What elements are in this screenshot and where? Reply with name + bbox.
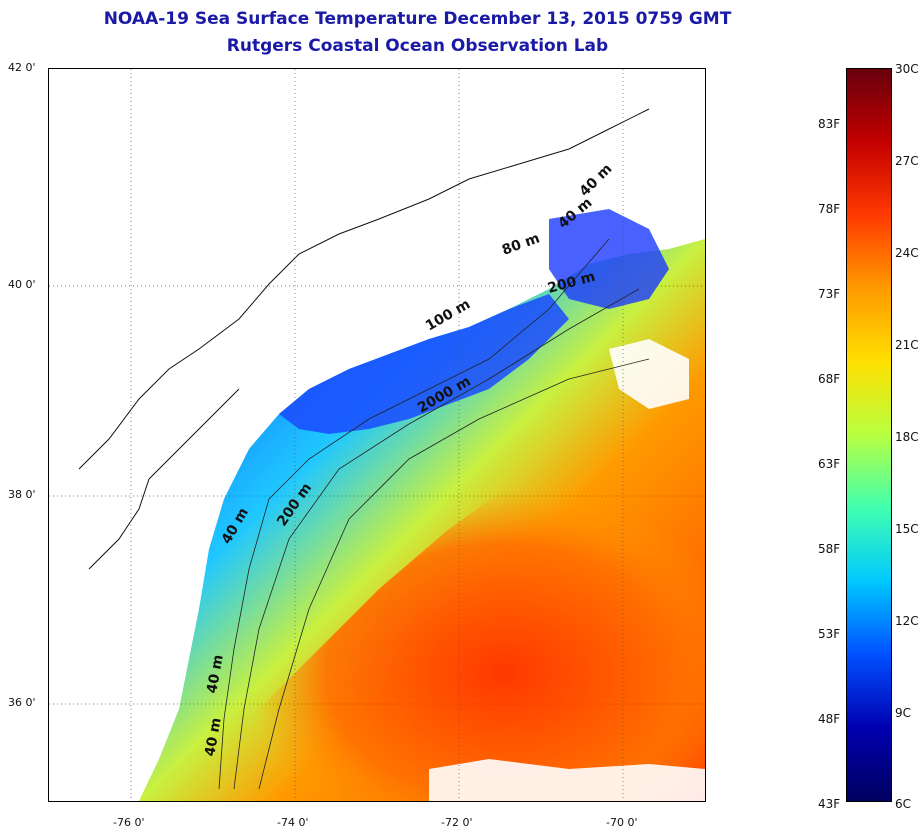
map-title: NOAA-19 Sea Surface Temperature December… xyxy=(103,9,732,29)
cbar-f-43: 43F xyxy=(818,797,841,811)
gulf-stream-warm-core xyxy=(199,434,705,801)
lat-label-42: 42 0' xyxy=(8,61,36,74)
cbar-c-30: 30C xyxy=(895,62,919,76)
contour-label-80m: 80 m xyxy=(500,230,542,258)
lat-label-40: 40 0' xyxy=(8,278,36,291)
cbar-c-9: 9C xyxy=(895,706,912,720)
shelf-cold-water xyxy=(279,294,569,434)
sst-map-canvas: 40 m 40 m 80 m 200 m 100 m 2000 m 200 m … xyxy=(49,69,705,801)
cbar-f-58: 58F xyxy=(818,542,841,556)
lat-label-38: 38 0' xyxy=(8,488,36,501)
cbar-c-12: 12C xyxy=(895,614,919,628)
cbar-c-15: 15C xyxy=(895,522,919,536)
lon-label-76: -76 0' xyxy=(113,816,145,829)
contour-label-40m-south: 40 m xyxy=(204,654,227,695)
cbar-c-18: 18C xyxy=(895,430,919,444)
lon-label-72: -72 0' xyxy=(441,816,473,829)
cbar-c-6: 6C xyxy=(895,797,912,811)
lon-label-70: -70 0' xyxy=(606,816,638,829)
contour-label-40m-south2: 40 m xyxy=(202,717,225,758)
contour-2000m xyxy=(258,358,650,790)
sst-map: 40 m 40 m 80 m 200 m 100 m 2000 m 200 m … xyxy=(48,68,706,802)
cbar-c-24: 24C xyxy=(895,246,919,260)
cloud-patches xyxy=(429,339,705,801)
north-cold-patch xyxy=(549,209,669,309)
graticule xyxy=(49,69,705,801)
coastline xyxy=(78,108,650,470)
contour-200m xyxy=(233,288,640,790)
cbar-c-21: 21C xyxy=(895,338,919,352)
cbar-f-53: 53F xyxy=(818,627,841,641)
lat-label-36: 36 0' xyxy=(8,696,36,709)
lon-label-74: -74 0' xyxy=(277,816,309,829)
cbar-f-73: 73F xyxy=(818,287,841,301)
chesapeake-coast xyxy=(88,388,240,570)
cbar-f-78: 78F xyxy=(818,202,841,216)
cbar-f-48: 48F xyxy=(818,712,841,726)
contour-40m xyxy=(218,238,610,790)
cbar-f-68: 68F xyxy=(818,372,841,386)
map-subtitle: Rutgers Coastal Ocean Observation Lab xyxy=(226,36,609,56)
cbar-c-27: 27C xyxy=(895,154,919,168)
cbar-f-63: 63F xyxy=(818,457,841,471)
temperature-colorbar xyxy=(846,68,892,802)
cbar-f-83: 83F xyxy=(818,117,841,131)
contour-label-40m-ne: 40 m xyxy=(577,161,616,200)
